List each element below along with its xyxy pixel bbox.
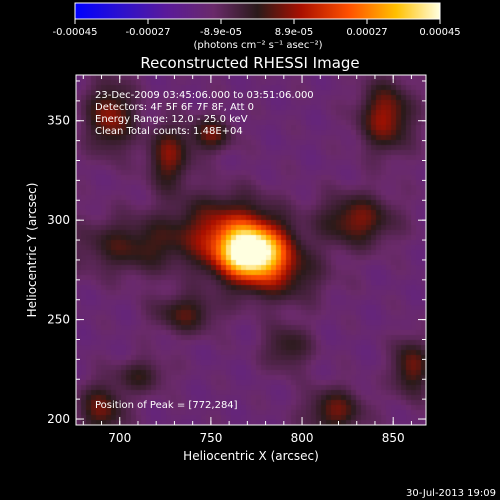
colorbar-tick-label: 0.00027 [346,27,387,38]
plot-frame [75,74,427,426]
x-tick-label: 800 [291,431,314,445]
colorbar-ticks: -0.00045 -0.00027 -8.9e-05 8.9e-05 0.00027 0.… [53,19,461,38]
footer-timestamp: 30-Jul-2013 19:09 [406,488,496,499]
annotation-peak: Position of Peak = [772,284] [95,400,238,411]
annotations: 23-Dec-2009 03:45:06.000 to 03:51:06.000… [95,90,314,411]
colorbar-tick-label: 0.00045 [419,27,460,38]
x-tick-label: 850 [382,431,405,445]
heatmap-image [76,75,426,425]
colorbar-tick-label: -0.00045 [53,27,98,38]
x-tick-label: 700 [108,431,131,445]
colorbar: -0.00045 -0.00027 -8.9e-05 8.9e-05 0.00027 0.… [53,2,461,51]
colorbar-tick-label: 8.9e-05 [275,27,313,38]
chart-title: Reconstructed RHESSI Image [140,54,359,72]
x-axis: 700 750 800 850 [82,75,412,445]
y-axis-label: Heliocentric Y (arcsec) [25,183,39,318]
annotation-time-range: 23-Dec-2009 03:45:06.000 to 03:51:06.000 [95,90,314,101]
x-tick-label: 750 [199,431,222,445]
x-axis-label: Heliocentric X (arcsec) [183,449,319,463]
annotation-detectors: Detectors: 4F 5F 6F 7F 8F, Att 0 [95,102,254,113]
colorbar-gradient [74,2,441,20]
y-tick-label: 200 [47,412,70,426]
y-tick-label: 250 [47,313,70,327]
annotation-clean: Clean Total counts: 1.48E+04 [95,126,243,137]
y-tick-label: 300 [47,213,70,227]
y-tick-label: 350 [47,114,70,128]
colorbar-unit-label: (photons cm⁻² s⁻¹ asec⁻²) [193,40,322,51]
annotation-energy: Energy Range: 12.0 - 25.0 keV [95,114,248,125]
colorbar-tick-label: -8.9e-05 [200,27,242,38]
colorbar-tick-label: -0.00027 [126,27,171,38]
y-axis: 200 250 300 350 [47,80,426,426]
